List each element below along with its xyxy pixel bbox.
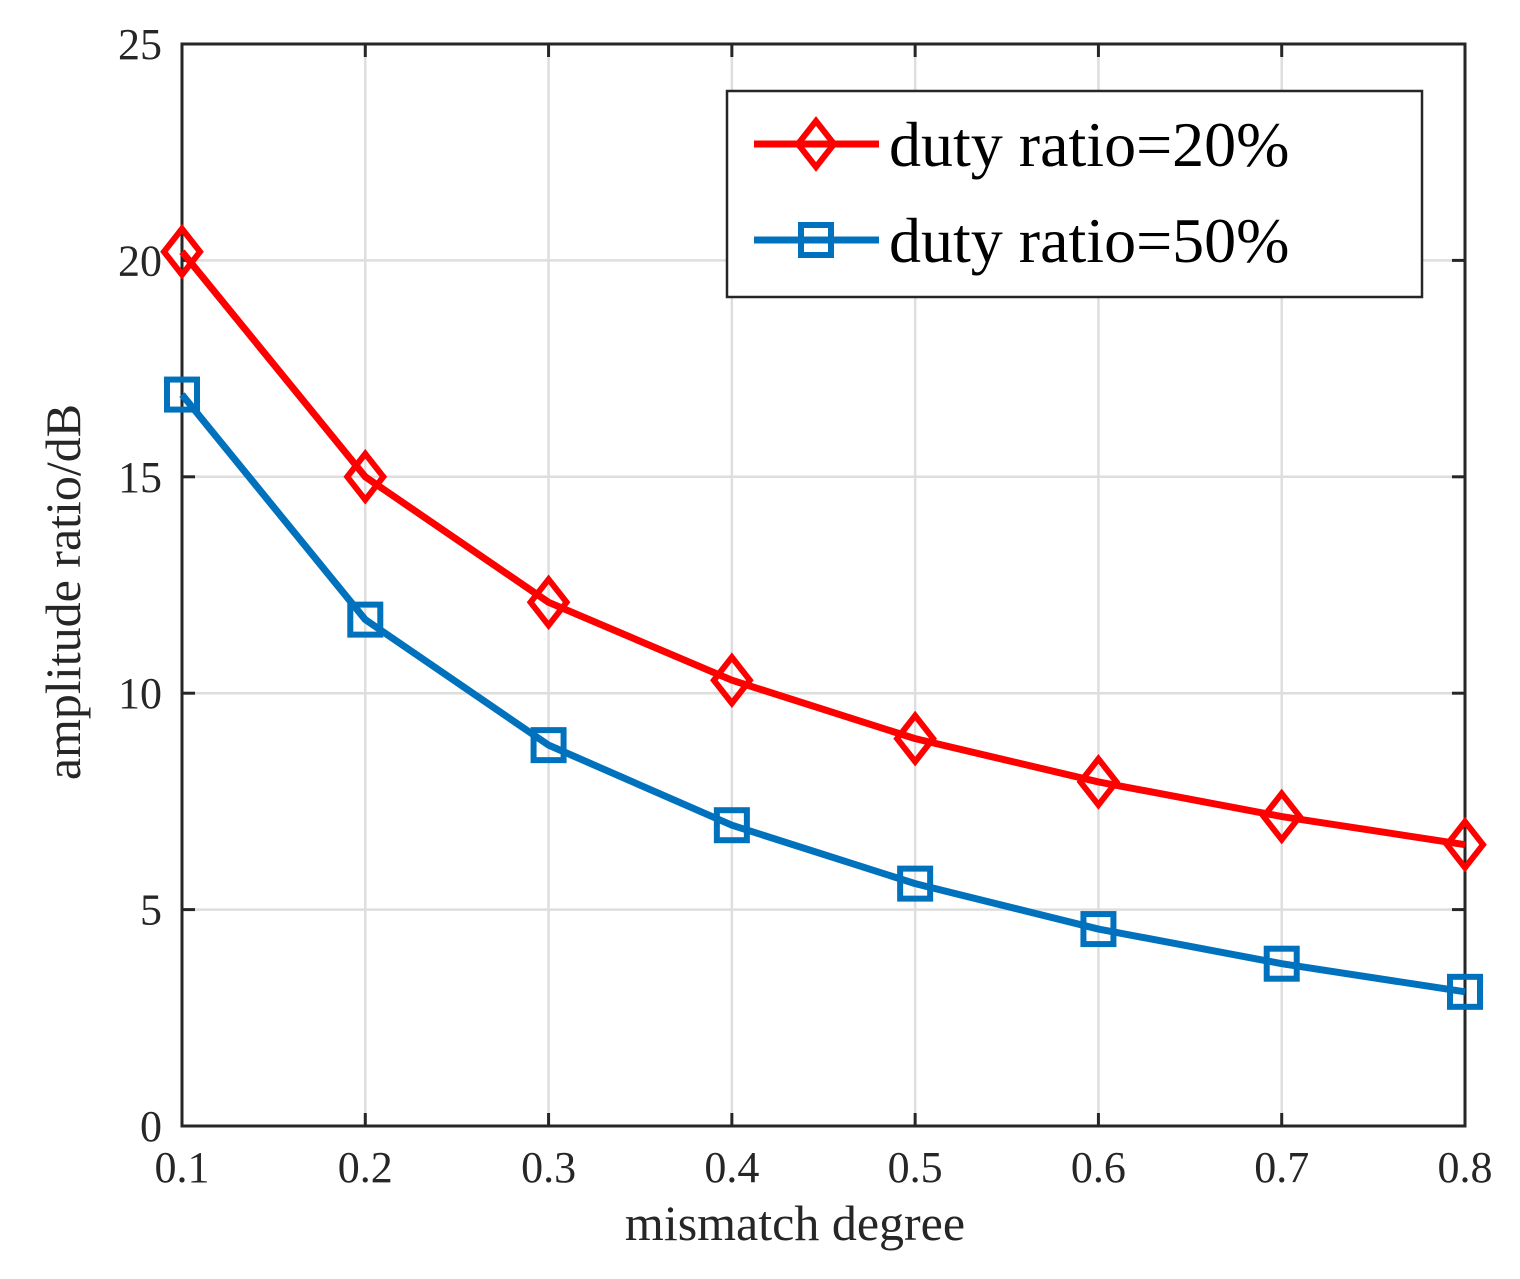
x-tick-label: 0.5 [888, 1143, 943, 1192]
x-tick-label: 0.7 [1254, 1143, 1309, 1192]
legend-marker [798, 222, 834, 258]
data-point [710, 652, 754, 709]
data-point [1443, 816, 1487, 873]
plot-frame [180, 42, 1467, 1128]
x-tick-label: 0.4 [704, 1143, 759, 1192]
data-point [530, 727, 567, 764]
legend-box [725, 89, 1424, 299]
x-tick-label: 0.6 [1071, 1143, 1126, 1192]
y-tick-label: 20 [118, 236, 162, 285]
data-point [160, 223, 204, 280]
data-point [1076, 754, 1121, 810]
x-tick-label: 0.2 [338, 1143, 393, 1192]
series-layer [160, 223, 1487, 1010]
legend-label: duty ratio=50% [889, 205, 1289, 276]
data-point [164, 376, 200, 413]
data-point [1263, 945, 1300, 982]
axes [180, 42, 1467, 1128]
legend-label: duty ratio=20% [889, 109, 1289, 180]
data-point [526, 574, 571, 631]
y-tick-label: 10 [118, 669, 162, 718]
x-axis-label: mismatch degree [625, 1195, 965, 1251]
y-tick-label: 15 [118, 453, 162, 502]
data-point [713, 807, 750, 844]
y-tick-label: 0 [140, 1102, 162, 1151]
series-line [179, 392, 1466, 996]
y-axis-label: amplitude ratio/dB [35, 404, 91, 780]
data-point [343, 448, 388, 505]
y-tick-label: 5 [140, 886, 162, 935]
data-point [1080, 911, 1117, 948]
series-line [179, 249, 1466, 849]
series-square [164, 376, 1483, 1010]
tick-labels: 0.1 0.2 0.3 0.4 0.5 0.6 0.7 0.8 0 5 10 15 20 25 [118, 20, 1493, 1192]
data-point [893, 710, 937, 767]
legend-marker [794, 116, 838, 172]
data-point [897, 865, 934, 902]
data-point [1259, 788, 1304, 845]
y-tick-label: 25 [118, 20, 162, 69]
series-diamond [160, 223, 1487, 873]
data-point [1447, 973, 1483, 1010]
x-tick-label: 0.8 [1438, 1143, 1493, 1192]
x-tick-label: 0.3 [521, 1143, 576, 1192]
legend: duty ratio=20% duty ratio=50% [725, 89, 1424, 299]
x-tick-label: 0.1 [155, 1143, 210, 1192]
data-point [347, 601, 384, 638]
